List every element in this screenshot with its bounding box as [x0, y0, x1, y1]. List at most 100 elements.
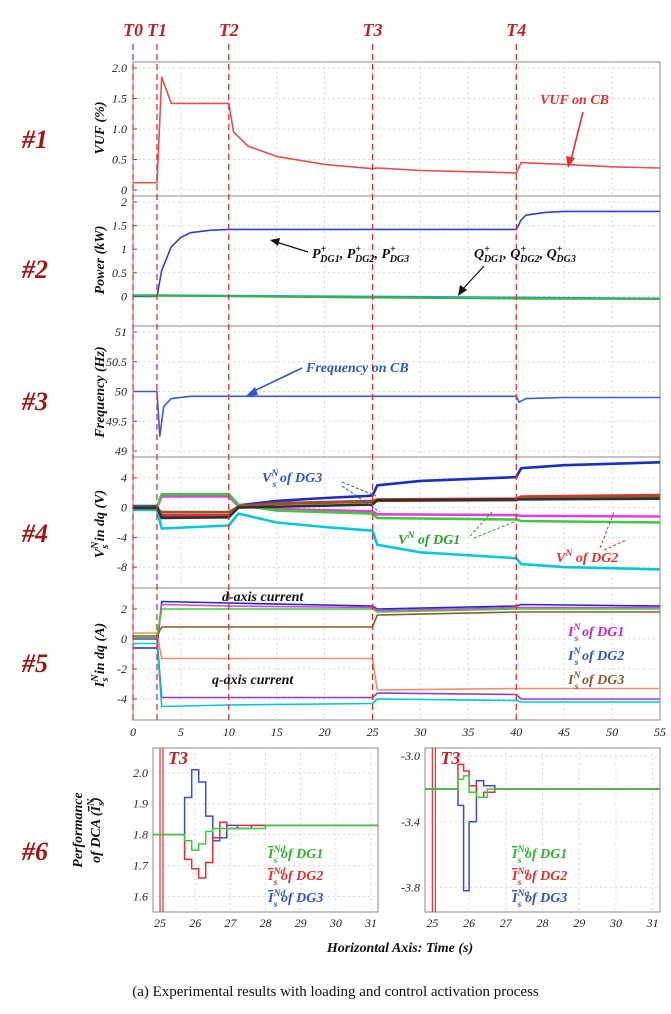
label-suffix: of DG1: [278, 847, 324, 862]
legend-entry: INd s of DG2: [267, 866, 323, 888]
annotation-arrow: [469, 511, 493, 537]
label-subscript: s: [100, 678, 111, 683]
y-tick-label: 1.8: [133, 828, 148, 842]
label-symbol: V: [262, 471, 273, 486]
label-suffix: of DG3: [276, 471, 322, 486]
label-subscript: s: [100, 545, 111, 550]
label-symbol: V: [93, 547, 108, 558]
label-symbol: I: [511, 869, 518, 884]
x-tick-label: 30: [329, 916, 342, 930]
label-subscript: s: [517, 899, 522, 910]
y-tick-label: -3.0: [401, 749, 420, 763]
label-suffix: of DG2: [572, 551, 618, 566]
label-subscript: DG1: [319, 254, 339, 265]
event-marker-label: T3: [363, 20, 383, 40]
panel-frame: [132, 325, 661, 458]
event-marker-label: T3: [440, 748, 460, 768]
series-step-3: [153, 824, 378, 851]
panel-2: 0 0.5 1 1.5 2 #2 Power (kW): [21, 195, 661, 327]
label-symbol: Q: [510, 247, 520, 262]
series-step-2: [425, 763, 660, 798]
label-suffix: of DG2: [578, 649, 624, 664]
event-marker-label: T3: [168, 748, 188, 768]
y-tick-label: 2.0: [133, 766, 148, 780]
label-subscript: s: [96, 802, 107, 807]
annotation-frequency: Frequency on CB: [305, 361, 409, 376]
y-tick-label: 0: [121, 632, 127, 646]
y-axis-label: Power (kW): [93, 226, 108, 295]
label-suffix: in dq (V): [93, 490, 108, 545]
y-tick-label: -3.8: [401, 880, 420, 894]
label-suffix: ,: [373, 247, 381, 262]
panel-label: #4: [21, 519, 48, 548]
y-axis-label: VUF (%): [93, 101, 108, 154]
label-symbol: I: [267, 869, 274, 884]
label-superscript: Nq: [516, 844, 529, 855]
x-tick-label: 25: [426, 916, 438, 930]
series-line-7: [133, 497, 661, 520]
x-axis-label: Horizontal Axis: Time (s): [326, 941, 473, 956]
panel-label: #3: [21, 387, 48, 416]
series-line-3: [132, 294, 661, 301]
label-suffix: ): [89, 797, 104, 804]
annotation-arrowhead: [270, 238, 280, 246]
panel-label: #2: [21, 255, 48, 284]
panel-label: #5: [21, 649, 48, 678]
annotation-arrow: [603, 539, 627, 551]
x-tick-label: 5: [178, 725, 184, 739]
legend-entry: INd s of DG1: [267, 844, 323, 866]
label-superscript: +: [557, 244, 563, 255]
y-tick-label: -3.4: [401, 815, 420, 829]
label-superscript: +: [355, 244, 361, 255]
legend-entry: INd s of DG3: [267, 888, 323, 910]
annotation-arrow: [275, 241, 309, 253]
y-tick-label: 2: [121, 602, 127, 616]
y-tick-label: 0.5: [112, 153, 127, 167]
label-symbol: I: [511, 847, 518, 862]
y-axis-label: of DCA (INs): [86, 797, 107, 863]
label-subscript: s: [517, 877, 522, 888]
label-superscript: N: [86, 798, 97, 807]
series-line-2: [133, 294, 661, 300]
annotation-vn-dg2: VN of DG2: [556, 548, 618, 566]
label-subscript: s: [574, 681, 579, 692]
label-subscript: DG2: [354, 254, 374, 265]
annotation-arrow: [251, 367, 303, 393]
legend-is-dg1: IN s of DG1: [567, 622, 624, 644]
label-subscript: s: [273, 899, 278, 910]
panel-1: 0 0.5 1.0 1.5 2.0 #1 VUF (%): [21, 61, 661, 197]
y-tick-label: 2.0: [112, 61, 127, 75]
label-suffix: ,: [339, 247, 347, 262]
label-symbol: V: [398, 533, 409, 548]
y-tick-label: -4: [117, 530, 127, 544]
series-line-6: [133, 642, 660, 708]
label-symbol: I: [567, 625, 574, 640]
label-suffix: ,: [539, 247, 547, 262]
y-tick-label: 49: [115, 444, 127, 458]
y-axis-label: VNs in dq (V): [90, 490, 111, 558]
label-superscript: N: [90, 674, 101, 683]
y-tick-label: -4: [117, 692, 127, 706]
label-subscript: s: [272, 479, 277, 490]
y-axis-label: Performance: [71, 792, 86, 867]
label-superscript: Nd: [272, 866, 286, 877]
annotation-vn-dg1: VN of DG1: [398, 530, 460, 548]
y-tick-label: 1.5: [112, 219, 127, 233]
series-line-4: [133, 492, 661, 524]
y-tick-label: 0: [121, 183, 127, 197]
annotation-arrow: [341, 485, 381, 513]
x-tick-label: 26: [463, 916, 475, 930]
annotation-vn-dg3: VN s of DG3: [262, 468, 322, 490]
label-part: of DCA (: [89, 810, 104, 863]
x-tick-label: 35: [461, 725, 474, 739]
label-suffix: of DG1: [578, 625, 624, 640]
label-suffix: ,: [502, 247, 510, 262]
label-subscript: DG1: [483, 254, 503, 265]
series-line-1: [133, 461, 661, 518]
legend-entry: INq s of DG3: [511, 888, 567, 910]
series-line-1: [133, 390, 660, 437]
y-tick-label: 50: [115, 385, 127, 399]
